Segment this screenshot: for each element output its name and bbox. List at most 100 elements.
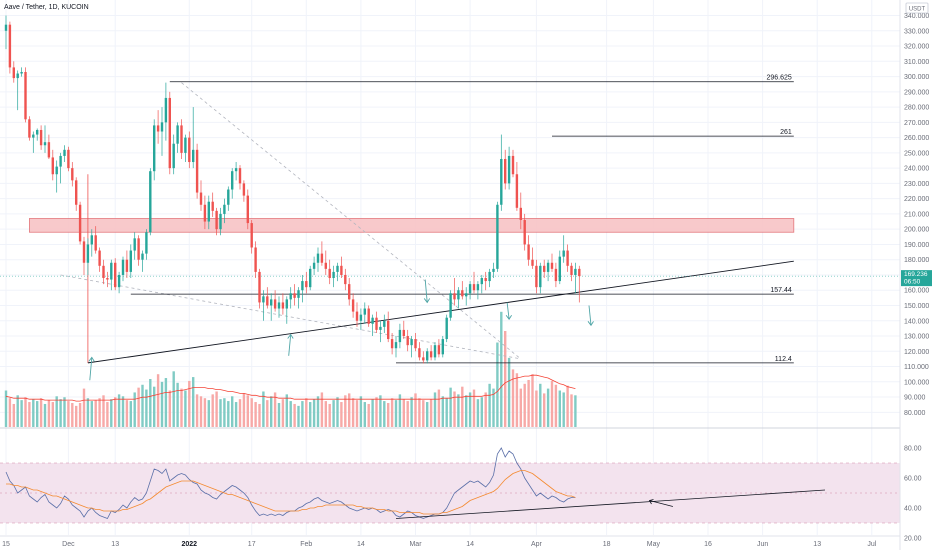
candle	[254, 241, 257, 279]
candle	[305, 271, 308, 294]
candle	[110, 259, 113, 291]
candle-body	[184, 137, 187, 153]
time-tick-label: Jul	[867, 541, 876, 548]
candle	[570, 262, 573, 282]
candle-body	[535, 265, 538, 288]
candle	[207, 195, 210, 230]
ascending-trendline[interactable]	[87, 260, 794, 364]
candle-body	[410, 339, 413, 346]
volume-bar	[468, 392, 472, 427]
candle	[273, 290, 277, 312]
volume-bar	[309, 402, 312, 427]
volume-bar	[188, 380, 191, 427]
annotation-arrow-3[interactable]	[505, 302, 512, 321]
annotation-arrow-0[interactable]	[88, 356, 95, 381]
candle	[227, 186, 230, 211]
volume-bar	[301, 401, 304, 427]
candle-body	[453, 293, 456, 300]
candle	[414, 332, 417, 352]
price-tick-label: 150.000	[904, 303, 929, 310]
candle	[149, 168, 152, 236]
candle	[578, 265, 581, 303]
candle-body	[441, 339, 444, 355]
volume-bar	[550, 380, 554, 427]
price-tick-label: 130.000	[904, 334, 929, 341]
time-tick-label: Feb	[300, 541, 312, 548]
volume-bar	[558, 390, 561, 427]
currency-badge[interactable]	[905, 2, 929, 14]
descending-dashed-line[interactable]	[181, 82, 522, 360]
annotation-arrow-2[interactable]	[423, 279, 431, 304]
annotation-arrow-1[interactable]	[287, 333, 294, 356]
volume-bar	[492, 388, 495, 427]
annotation-arrows[interactable]	[88, 279, 594, 381]
candle	[90, 229, 93, 257]
candle-body	[36, 129, 39, 135]
candle	[453, 278, 456, 306]
candle-body	[192, 149, 195, 163]
rsi-trendline[interactable]	[395, 489, 826, 519]
countdown-label: 06:50	[904, 279, 921, 286]
candle-body	[98, 250, 101, 266]
candle	[98, 247, 101, 272]
last-price-tag[interactable]	[901, 270, 932, 287]
candle-body	[28, 119, 31, 138]
volume-bar	[324, 401, 327, 427]
candle	[59, 152, 62, 184]
volume-bar	[375, 397, 378, 427]
volume-bar	[219, 399, 222, 427]
candle	[192, 107, 195, 169]
resistance-zone[interactable]	[28, 218, 795, 233]
candle	[43, 125, 47, 153]
volume-bar	[114, 397, 117, 427]
candle-body	[254, 247, 257, 272]
rsi-arrow-head	[648, 499, 654, 505]
volume-bar	[94, 400, 97, 427]
rsi-tick-label: 80.00	[904, 446, 922, 453]
volume-bar	[223, 398, 226, 427]
candle	[371, 314, 374, 337]
candle-body	[277, 302, 281, 309]
price-axis[interactable]: 80.000 90.000 100.000 110.000 120.000 130.000…	[899, 0, 932, 550]
volume-bar	[273, 392, 277, 427]
candle	[215, 207, 218, 236]
candle-body	[63, 149, 66, 156]
time-axis[interactable]: 15 Dec 13 2022 17 Feb 14 Mar 14 Apr 18 May 16 Jun 13 Ju…	[0, 535, 900, 548]
volume-bar	[47, 400, 51, 427]
volume-bar	[90, 401, 93, 427]
candle-body	[371, 317, 374, 324]
candle	[472, 271, 476, 294]
candle	[468, 281, 472, 300]
candle-body	[195, 149, 199, 193]
candle-body	[71, 168, 74, 181]
candle-body	[293, 293, 296, 298]
candle-body	[67, 149, 70, 169]
volume-bar	[51, 402, 54, 427]
candle	[316, 247, 320, 272]
rsi-tick-label: 40.00	[904, 506, 922, 513]
candle-body	[137, 238, 140, 260]
candle	[437, 339, 441, 358]
price-tick-label: 220.000	[904, 196, 929, 203]
annotation-arrow-4[interactable]	[587, 305, 594, 327]
candle-body	[359, 314, 363, 321]
price-tick-label: 90.000	[904, 395, 926, 402]
volume-bar	[574, 395, 577, 427]
symbol-title[interactable]: Aave / Tether, 1D, KUCOIN	[4, 4, 89, 11]
volume-bar	[570, 394, 573, 427]
volume-bar	[355, 400, 359, 427]
volume-bar	[4, 390, 8, 427]
volume-bar	[410, 397, 413, 427]
candle	[20, 67, 23, 77]
candle	[133, 232, 136, 260]
candle	[504, 149, 507, 190]
candle	[285, 296, 288, 324]
candle-body	[468, 284, 472, 294]
candle-body	[110, 262, 113, 280]
candle	[480, 274, 483, 294]
candle	[383, 314, 386, 333]
volume-bar	[414, 393, 417, 427]
candle-body	[465, 293, 468, 297]
candle-body	[324, 262, 327, 269]
